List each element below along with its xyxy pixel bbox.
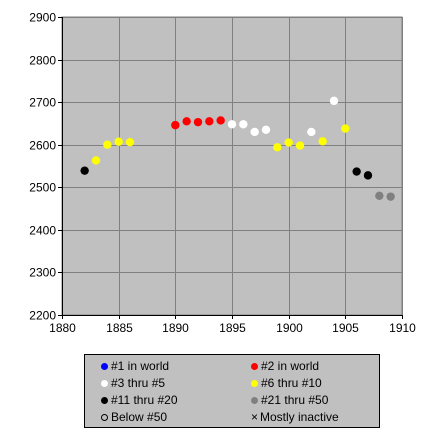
data-points	[80, 96, 395, 201]
data-point	[239, 120, 248, 129]
dot-marker-icon	[251, 362, 258, 370]
data-point	[171, 120, 180, 130]
data-point	[216, 116, 225, 125]
x-tick-label: 1895	[219, 321, 246, 335]
legend-label: #11 thru #20	[111, 393, 178, 407]
legend-item: × Mostly inactive	[251, 409, 339, 425]
y-tick-label: 2700	[29, 96, 56, 110]
legend-label: Mostly inactive	[260, 410, 339, 424]
data-point	[273, 143, 282, 152]
x-tick-label: 1885	[106, 321, 133, 335]
x-tick-label: 1880	[49, 321, 76, 335]
dot-marker-icon	[101, 362, 108, 370]
data-point	[329, 96, 339, 106]
data-point	[261, 125, 271, 135]
data-point	[352, 167, 361, 176]
dot-marker-icon	[101, 396, 108, 404]
data-point	[80, 166, 89, 175]
data-point	[182, 117, 191, 126]
legend-label: #3 thru #5	[111, 376, 166, 390]
data-point	[375, 191, 384, 200]
legend-item: #3 thru #5	[101, 375, 165, 391]
dot-marker-icon	[251, 396, 258, 404]
dot-marker-icon	[101, 413, 108, 421]
legend-item: Below #50	[101, 409, 167, 425]
tick-labels: 2200 2300 2400 2500 2600 2700 2800 2900 1880 1885…	[29, 11, 416, 336]
y-tick-label: 2200	[29, 309, 56, 323]
data-point	[250, 127, 259, 137]
x-tick-label: 1890	[162, 321, 189, 335]
legend-item: #2 in world	[251, 358, 319, 374]
data-point	[307, 127, 316, 137]
legend-label: Below #50	[111, 410, 168, 424]
data-point	[363, 171, 373, 180]
data-point	[193, 117, 203, 127]
data-point	[318, 137, 327, 146]
y-tick-label: 2500	[29, 181, 56, 195]
y-tick-label: 2300	[29, 266, 56, 280]
dot-marker-icon	[101, 379, 108, 387]
legend-label: #2 in world	[261, 359, 320, 373]
data-point	[284, 138, 293, 147]
data-point	[91, 156, 101, 165]
data-point	[125, 137, 135, 147]
y-tick-label: 2900	[29, 11, 56, 25]
data-point	[341, 124, 350, 133]
data-point	[295, 141, 305, 150]
y-tick-label: 2800	[29, 54, 56, 68]
x-tick-label: 1910	[389, 321, 416, 335]
axes	[58, 17, 403, 319]
legend-item: #21 thru #50	[251, 392, 328, 408]
legend-label: #6 thru #10	[261, 376, 322, 390]
cross-marker-icon: ×	[251, 410, 259, 424]
legend: #1 in world #2 in world #3 thru #5 #6 thru …	[84, 354, 380, 428]
legend-item: #6 thru #10	[251, 375, 322, 391]
data-point	[227, 120, 237, 129]
x-tick-label: 1905	[332, 321, 359, 335]
data-point	[386, 192, 395, 201]
data-point	[103, 140, 112, 149]
legend-label: #1 in world	[111, 359, 170, 373]
legend-item: #11 thru #20	[101, 392, 178, 408]
data-point	[114, 137, 123, 146]
y-tick-label: 2400	[29, 224, 56, 238]
x-tick-label: 1900	[276, 321, 303, 335]
dot-marker-icon	[251, 379, 258, 387]
data-point	[205, 117, 214, 126]
legend-item: #1 in world	[101, 358, 169, 374]
legend-label: #21 thru #50	[261, 393, 329, 407]
y-tick-label: 2600	[29, 139, 56, 153]
